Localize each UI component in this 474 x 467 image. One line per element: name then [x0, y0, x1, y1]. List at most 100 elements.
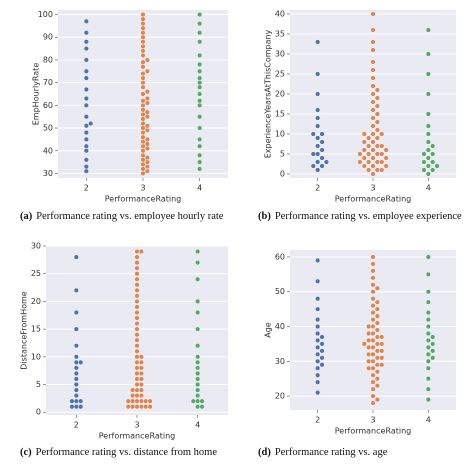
point	[370, 115, 376, 121]
y-tick-label: 40	[275, 322, 285, 331]
point	[370, 393, 376, 399]
point	[134, 370, 140, 376]
point	[374, 285, 380, 291]
point	[83, 157, 89, 163]
point	[195, 309, 201, 315]
y-tick-label: 30	[31, 242, 41, 251]
caption-text: Performance rating vs. age	[275, 447, 388, 458]
point	[425, 131, 431, 137]
point	[374, 159, 380, 165]
point	[130, 404, 136, 410]
point	[130, 398, 136, 404]
point	[195, 365, 201, 371]
point	[134, 382, 140, 388]
point	[83, 130, 89, 136]
point	[134, 321, 140, 327]
point	[370, 344, 376, 350]
point	[144, 145, 150, 151]
point	[73, 326, 79, 332]
point	[374, 383, 380, 389]
point	[140, 12, 146, 18]
point	[425, 271, 431, 277]
point	[195, 326, 201, 332]
point	[140, 84, 146, 90]
point	[138, 382, 144, 388]
point	[425, 27, 431, 33]
point	[134, 315, 140, 321]
point	[374, 306, 380, 312]
point	[374, 127, 380, 133]
point	[366, 351, 372, 357]
point	[195, 359, 201, 365]
point	[140, 71, 146, 77]
point	[197, 84, 203, 90]
point	[430, 355, 436, 361]
point	[425, 386, 431, 392]
point	[421, 151, 427, 157]
point	[366, 135, 372, 141]
point	[73, 387, 79, 393]
y-tick-label: 5	[36, 380, 41, 389]
x-tick-label: 4	[426, 184, 431, 193]
point	[73, 365, 79, 371]
point	[370, 107, 376, 113]
point	[370, 147, 376, 153]
y-tick-label: 20	[31, 297, 41, 306]
y-axis-label: DistanceFromHome	[20, 291, 29, 370]
point	[379, 334, 385, 340]
point	[140, 161, 146, 167]
point	[83, 39, 89, 45]
caption: (b) Performance rating vs. employee exper…	[258, 211, 462, 222]
point	[134, 304, 140, 310]
point	[140, 143, 146, 149]
point	[140, 91, 146, 97]
point	[370, 67, 376, 73]
point	[374, 376, 380, 382]
y-tick-label: 25	[275, 70, 285, 79]
y-tick-label: 10	[31, 352, 41, 361]
point	[421, 167, 427, 173]
point	[140, 111, 146, 117]
point	[83, 114, 89, 120]
point	[140, 121, 146, 127]
point	[197, 159, 203, 165]
point	[144, 164, 150, 170]
y-tick-label: 40	[275, 10, 285, 19]
y-tick-label: 30	[275, 50, 285, 59]
point	[195, 370, 201, 376]
point	[83, 46, 89, 52]
point	[195, 387, 201, 393]
point	[315, 330, 321, 336]
point	[134, 265, 140, 271]
point	[73, 354, 79, 360]
point	[134, 309, 140, 315]
point	[140, 170, 146, 176]
point	[197, 21, 203, 27]
point	[370, 337, 376, 343]
point	[315, 135, 321, 141]
point	[425, 376, 431, 382]
point	[374, 103, 380, 109]
point	[383, 163, 389, 169]
x-tick-label: 3	[370, 184, 375, 193]
point	[134, 376, 140, 382]
point	[134, 393, 140, 399]
point	[83, 136, 89, 142]
point	[315, 39, 321, 45]
point	[319, 362, 325, 368]
point	[374, 362, 380, 368]
point	[370, 11, 376, 17]
point	[425, 254, 431, 260]
point	[421, 159, 427, 165]
point	[434, 163, 440, 169]
point	[370, 379, 376, 385]
point	[144, 109, 150, 115]
point	[134, 398, 140, 404]
x-tick-label: 2	[74, 421, 79, 430]
point	[69, 398, 75, 404]
point	[140, 130, 146, 136]
point	[370, 91, 376, 97]
point	[88, 121, 94, 127]
point	[425, 330, 431, 336]
point	[134, 282, 140, 288]
